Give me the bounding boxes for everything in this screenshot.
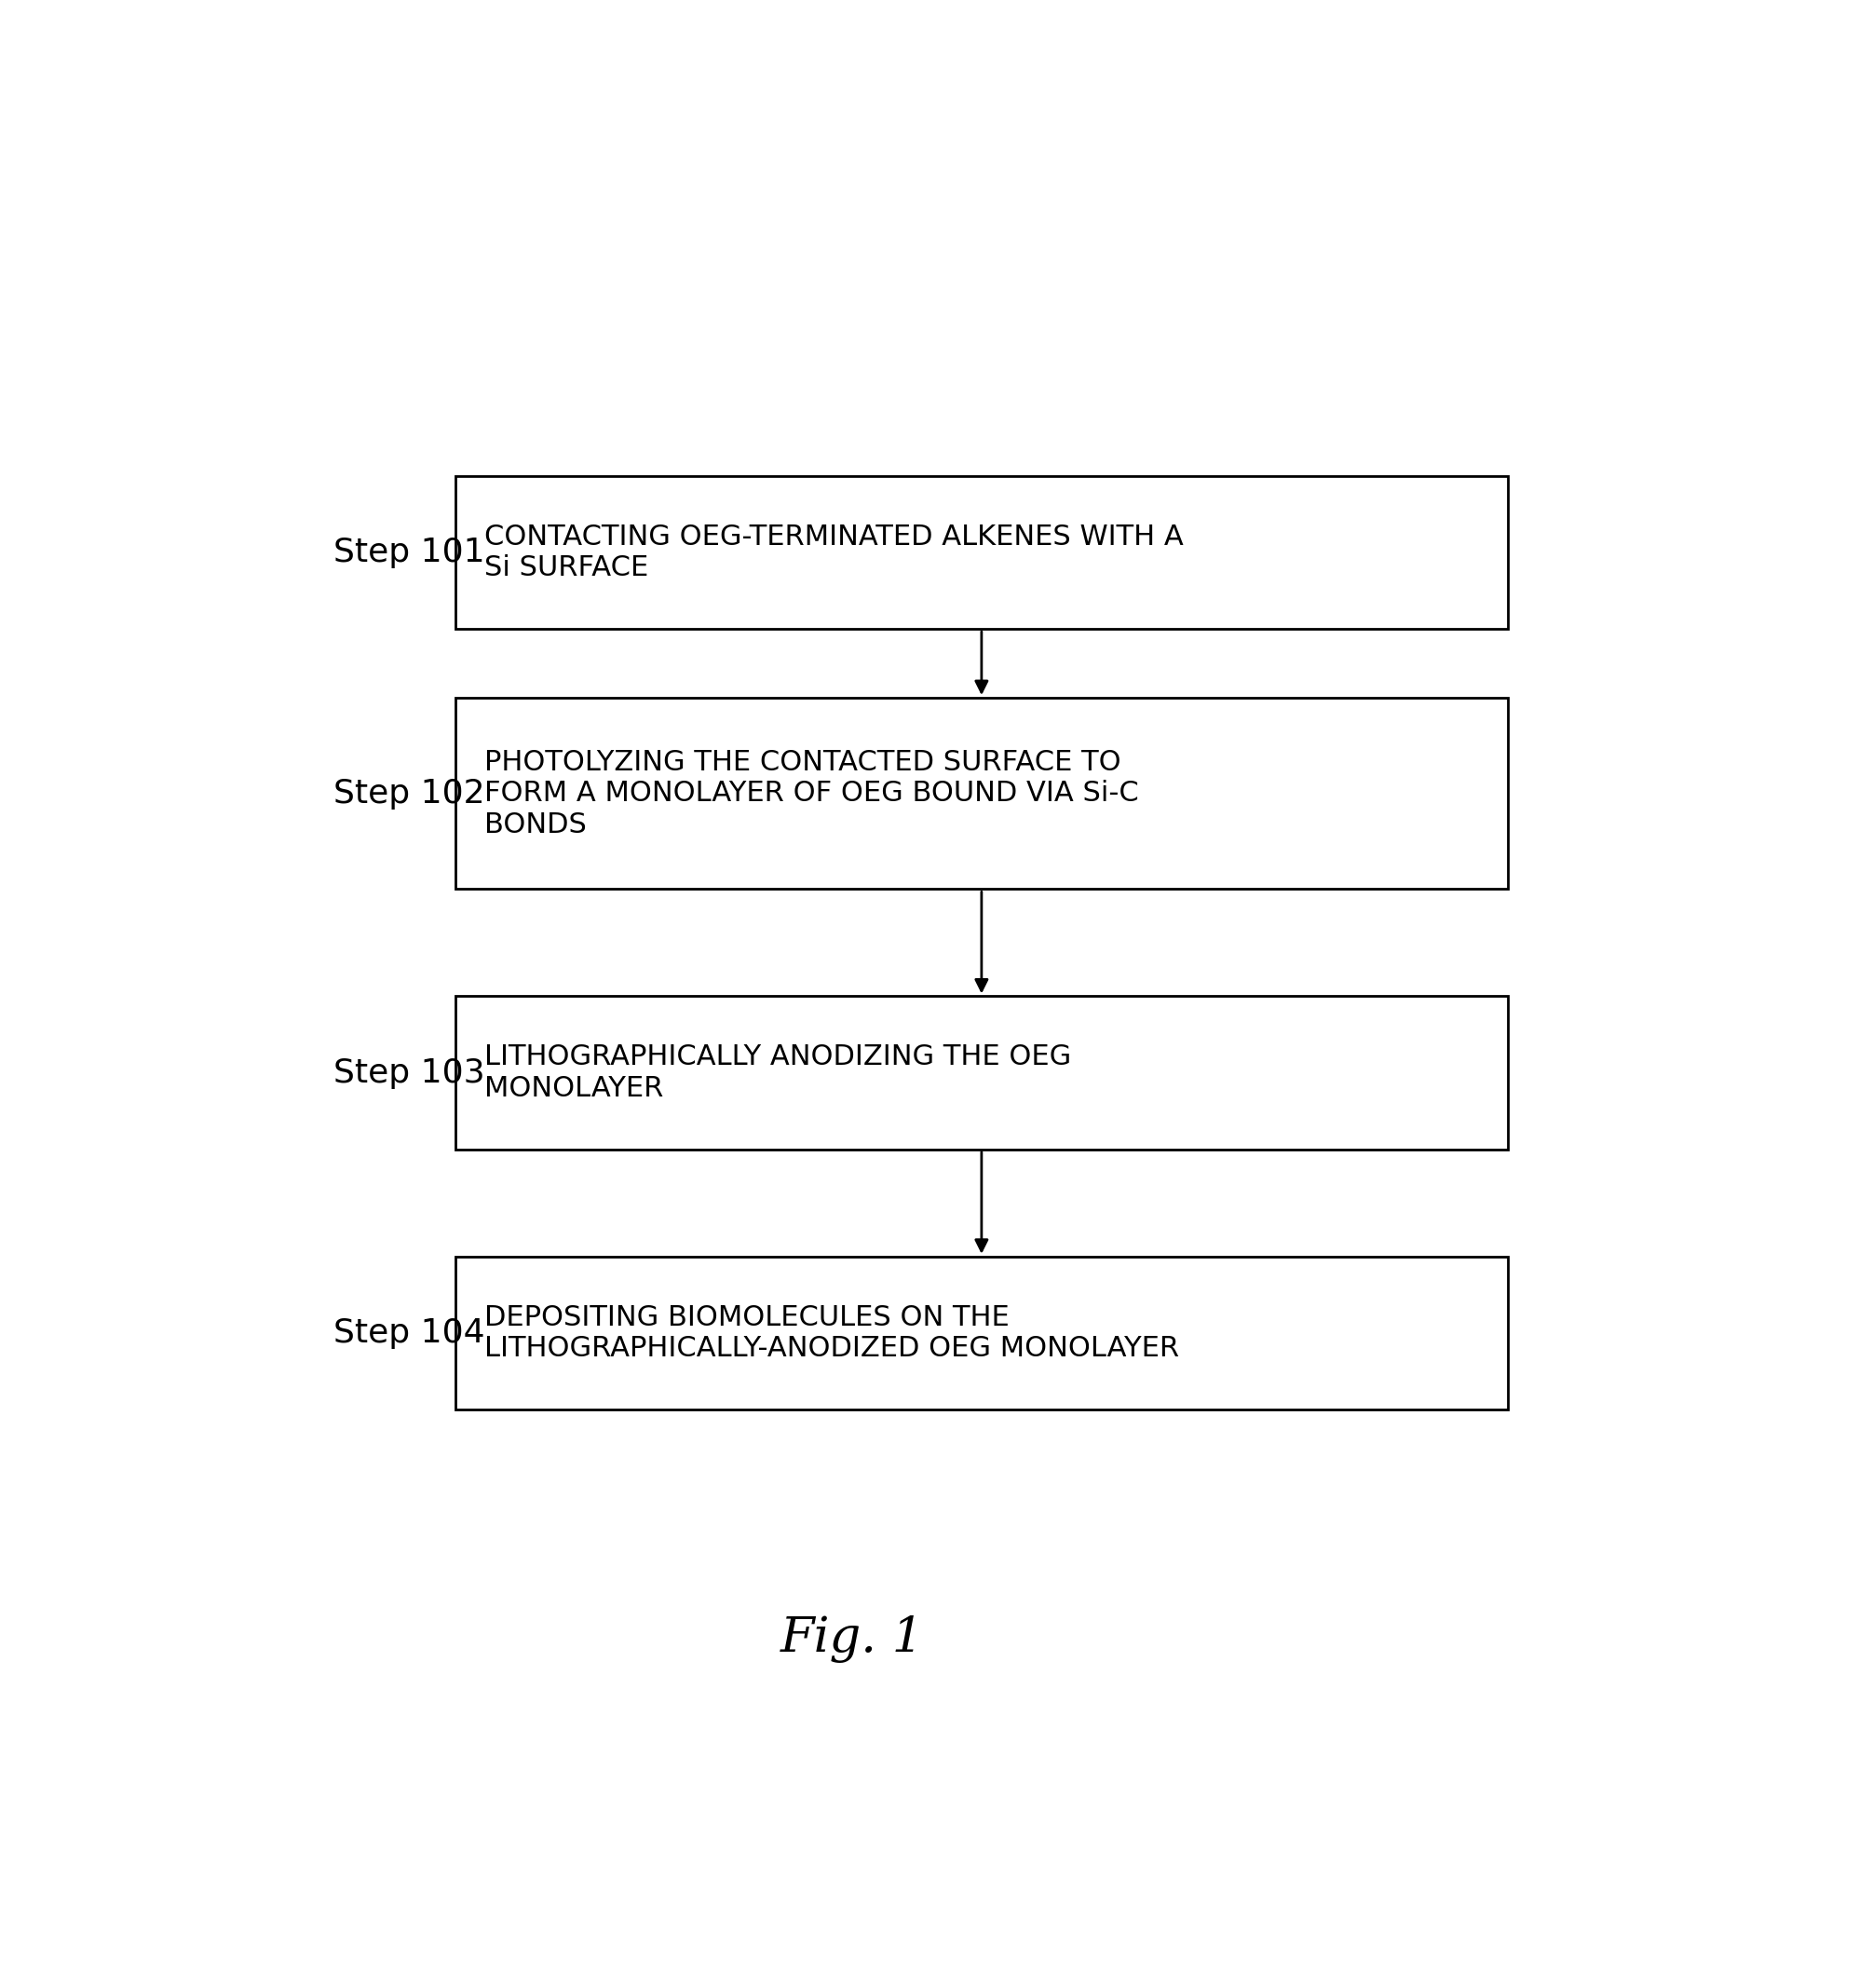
Text: Fig. 1: Fig. 1 bbox=[781, 1616, 924, 1662]
Text: Step 102: Step 102 bbox=[333, 777, 485, 809]
Text: CONTACTING OEG-TERMINATED ALKENES WITH A
Si SURFACE: CONTACTING OEG-TERMINATED ALKENES WITH A… bbox=[485, 523, 1184, 582]
Bar bbox=[455, 1256, 1508, 1409]
Bar bbox=[455, 475, 1508, 628]
Text: Step 101: Step 101 bbox=[333, 537, 485, 569]
Text: LITHOGRAPHICALLY ANODIZING THE OEG
MONOLAYER: LITHOGRAPHICALLY ANODIZING THE OEG MONOL… bbox=[485, 1044, 1071, 1101]
Text: Step 103: Step 103 bbox=[333, 1058, 485, 1089]
Text: Step 104: Step 104 bbox=[333, 1318, 485, 1350]
Text: PHOTOLYZING THE CONTACTED SURFACE TO
FORM A MONOLAYER OF OEG BOUND VIA Si-C
BOND: PHOTOLYZING THE CONTACTED SURFACE TO FOR… bbox=[485, 749, 1140, 839]
Text: DEPOSITING BIOMOLECULES ON THE
LITHOGRAPHICALLY-ANODIZED OEG MONOLAYER: DEPOSITING BIOMOLECULES ON THE LITHOGRAP… bbox=[485, 1304, 1179, 1362]
Bar bbox=[455, 698, 1508, 889]
Bar bbox=[455, 996, 1508, 1149]
